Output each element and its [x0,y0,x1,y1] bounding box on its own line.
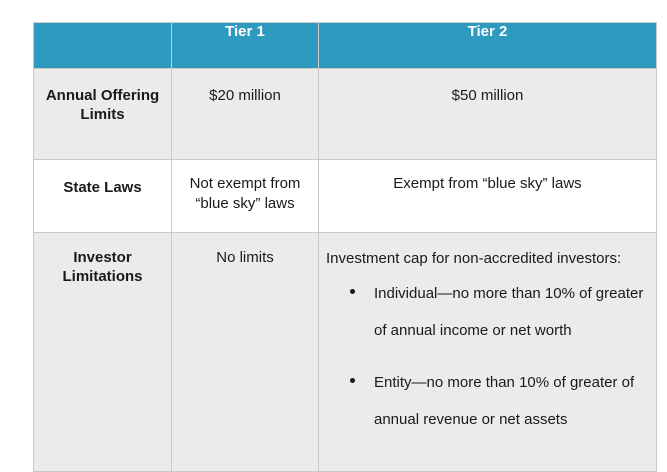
header-tier-2: Tier 2 [318,22,657,69]
header-row: Tier 1 Tier 2 [33,22,657,69]
header-tier-1: Tier 1 [171,22,319,69]
row-label-state-laws: State Laws [33,159,172,233]
table-row: Investor Limitations No limits Investmen… [33,232,657,472]
tier-1-annual-offering-limit: $20 million [171,68,319,160]
investment-cap-list: Individual—no more than 10% of greater o… [326,275,656,438]
row-label-investor-limitations: Investor Limitations [33,232,172,472]
list-item: Individual—no more than 10% of greater o… [326,275,656,349]
tier-1-state-laws: Not exempt from “blue sky” laws [171,159,319,233]
table-row: Annual Offering Limits $20 million $50 m… [33,68,657,160]
tier-comparison-table: Tier 1 Tier 2 Annual Offering Limits $20… [33,22,657,472]
tier-2-investor-limitations: Investment cap for non-accredited invest… [318,232,657,472]
tier-1-investor-limitations: No limits [171,232,319,472]
bullet-icon [350,378,355,383]
investment-cap-individual: Individual—no more than 10% of greater o… [374,285,644,339]
tier-2-state-laws: Exempt from “blue sky” laws [318,159,657,233]
list-item: Entity—no more than 10% of greater of an… [326,364,656,438]
investment-cap-intro: Investment cap for non-accredited invest… [326,250,622,267]
header-cell-empty [33,22,172,69]
bullet-icon [350,289,355,294]
investment-cap-entity: Entity—no more than 10% of greater of an… [374,374,635,428]
tier-2-annual-offering-limit: $50 million [318,68,657,160]
table-row: State Laws Not exempt from “blue sky” la… [33,159,657,233]
row-label-annual-offering-limits: Annual Offering Limits [33,68,172,160]
